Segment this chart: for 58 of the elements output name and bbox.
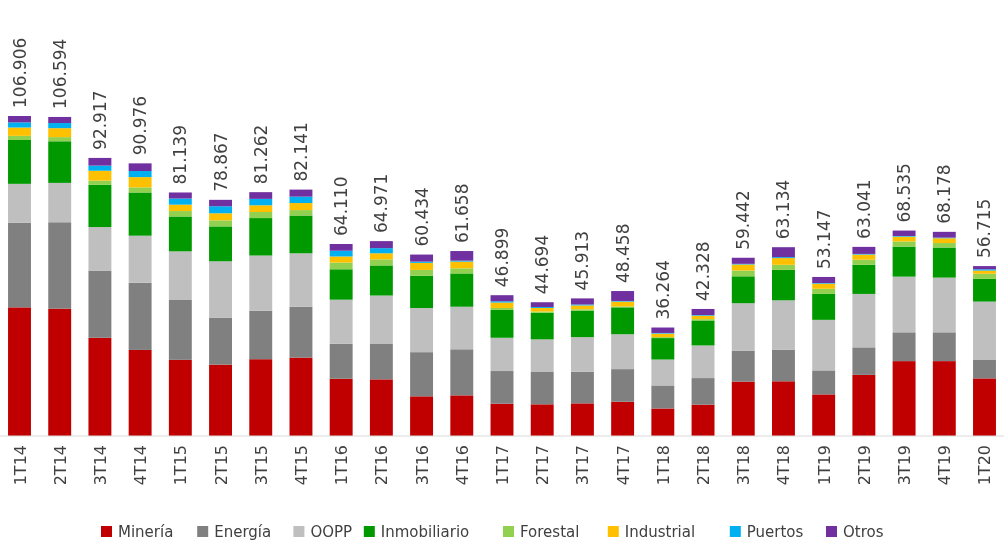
legend-label: Industrial: [624, 523, 696, 541]
annotation: 61.658: [451, 183, 472, 244]
x-tick-label: 3T19: [895, 445, 915, 486]
x-tick-label: 3T14: [90, 445, 110, 486]
annotation: 36.264: [652, 260, 673, 320]
annotation: 106.594: [49, 38, 70, 109]
x-tick-label: 3T16: [412, 445, 432, 486]
legend-label: Puertos: [746, 523, 804, 541]
legend-label: Energía: [214, 523, 272, 541]
annotation: 45.913: [572, 230, 593, 291]
x-tick-label: 1T17: [493, 445, 512, 486]
annotation: 42.328: [693, 241, 714, 301]
x-tick-label: 1T15: [171, 445, 191, 486]
legend-label: Inmobiliario: [380, 523, 470, 541]
x-tick-label: 4T19: [935, 445, 955, 486]
annotation: 64.110: [331, 176, 352, 236]
annotation: 48.458: [612, 223, 633, 284]
legend-label: Minería: [118, 523, 174, 541]
x-tick-label: 2T16: [372, 445, 392, 486]
annotation: 56.715: [974, 198, 995, 259]
annotation: 53.147: [813, 209, 834, 269]
annotation: 60.434: [411, 187, 432, 247]
annotation: 82.141: [290, 122, 311, 182]
x-tick-label: 1T19: [814, 445, 834, 486]
annotation: 63.134: [773, 179, 794, 240]
x-tick-label: 3T17: [573, 445, 593, 486]
annotation: 81.139: [170, 125, 191, 185]
x-tick-label: 2T19: [854, 445, 874, 486]
legend-label: Otros: [843, 523, 884, 541]
x-tick-label: 1T16: [332, 445, 352, 486]
x-tick-label: 2T17: [533, 445, 553, 486]
legend-label: Forestal: [520, 523, 580, 541]
x-tick-label: 4T14: [131, 445, 151, 486]
x-tick-label: 4T16: [452, 445, 472, 486]
x-tick-label: 4T17: [613, 445, 633, 486]
x-tick-label: 4T18: [774, 445, 794, 486]
annotation: 78.867: [210, 132, 231, 192]
annotation: 68.178: [934, 164, 955, 224]
annotation: 64.971: [371, 173, 392, 234]
legend-label: OOPP: [310, 523, 353, 541]
x-tick-label: 3T18: [734, 445, 754, 486]
annotation: 90.976: [130, 95, 151, 156]
x-tick-label: 2T15: [211, 445, 231, 486]
annotation: 46.899: [492, 227, 512, 288]
annotation: 106.906: [9, 37, 30, 108]
x-tick-label: 1T20: [975, 445, 995, 486]
annotation: 68.535: [894, 163, 915, 223]
annotation: 81.262: [250, 124, 271, 185]
annotation: 59.442: [733, 190, 754, 250]
x-tick-label: 1T18: [653, 445, 673, 486]
x-tick-label: 4T15: [291, 445, 311, 486]
annotation: 92.917: [89, 90, 110, 150]
annotation: 63.041: [853, 179, 874, 239]
x-tick-label: 1T14: [10, 445, 30, 486]
x-tick-label: 2T14: [50, 445, 70, 486]
annotation: 44.694: [532, 234, 553, 295]
x-tick-label: 3T15: [251, 445, 271, 486]
x-tick-label: 2T18: [694, 445, 714, 486]
